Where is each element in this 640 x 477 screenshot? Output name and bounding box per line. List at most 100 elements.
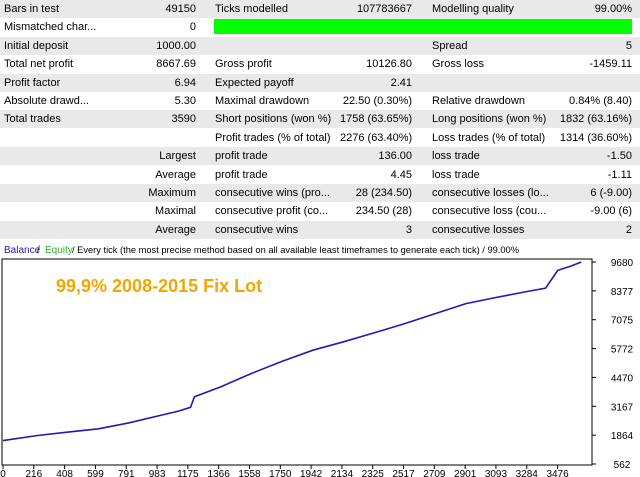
report-row: Mismatched char... 0 xyxy=(0,18,640,37)
report-value xyxy=(100,184,196,202)
report-value xyxy=(100,221,196,239)
report-label: loss trade xyxy=(432,168,480,181)
x-tick-label: 2901 xyxy=(454,469,477,477)
report-value: 3 xyxy=(405,223,412,236)
report-value xyxy=(100,129,196,147)
legend-balance: Balance xyxy=(4,245,41,256)
report-label: Gross loss xyxy=(432,58,484,71)
x-tick-label: 2517 xyxy=(392,469,415,477)
x-tick-label: 0 xyxy=(0,469,6,477)
report-value xyxy=(100,147,196,165)
report-value: 6.94 xyxy=(174,76,196,89)
report-row: Absolute drawd... 5.30 Maximal drawdown 22.… xyxy=(0,92,640,110)
balance-chart: Balance / Equity / Every tick (the most … xyxy=(0,240,640,477)
report-value: 107783667 xyxy=(356,3,412,15)
report-value: 2 xyxy=(625,223,632,236)
report-value: 8667.69 xyxy=(156,58,196,71)
report-label xyxy=(215,37,345,55)
report-label: Loss trades (% of total) xyxy=(432,131,546,144)
report-label: profit trade xyxy=(215,150,268,163)
y-tick-label: 8377 xyxy=(611,287,634,298)
report-value: 1000.00 xyxy=(156,39,196,52)
report-row: Total trades 3590 Short positions (won %) 1… xyxy=(0,110,640,129)
report-label: Profit trades (% of total) xyxy=(215,131,331,144)
x-tick-label: 3476 xyxy=(546,469,569,477)
report-label: consecutive losses (lo... xyxy=(432,187,549,199)
y-tick-label: 3167 xyxy=(611,402,634,413)
report-label: Short positions (won %) xyxy=(215,113,332,126)
legend-description: / Every tick (the most precise method ba… xyxy=(72,245,519,255)
report-label: consecutive wins xyxy=(215,223,299,236)
report-label xyxy=(432,74,554,92)
report-label: Long positions (won %) xyxy=(432,113,547,126)
report-value: -9.00 (6) xyxy=(590,205,632,218)
report-value: 3590 xyxy=(171,113,196,126)
report-value: -1459.11 xyxy=(589,58,632,71)
report-row: Average consecutive wins 3 consecutive loss… xyxy=(0,220,640,239)
report-value: -1.50 xyxy=(606,150,632,163)
modelling-quality-bar xyxy=(214,19,632,35)
report-label: Average xyxy=(155,223,196,236)
legend-equity: Equity xyxy=(45,245,73,256)
report-row: Largest profit trade 136.00 loss trade -1.50 xyxy=(0,147,640,166)
x-tick-label: 791 xyxy=(118,469,135,477)
report-value: 49150 xyxy=(165,3,196,15)
report-row: Bars in test 49150 Ticks modelled 107783667… xyxy=(0,0,640,18)
report-value: 234.50 (28) xyxy=(355,205,412,218)
report-label: consecutive wins (pro... xyxy=(215,187,330,199)
report-label: Profit factor xyxy=(4,76,61,89)
x-tick-label: 599 xyxy=(87,469,104,477)
x-tick-label: 1750 xyxy=(269,469,292,477)
report-label: Total net profit xyxy=(4,58,74,71)
report-value: 2.41 xyxy=(390,76,412,89)
report-label: Total trades xyxy=(4,113,61,126)
x-tick-label: 2134 xyxy=(331,469,354,477)
report-label: Maximum xyxy=(148,187,196,199)
report-row: Initial deposit 1000.00 Spread 5 xyxy=(0,36,640,55)
legend-separator: / xyxy=(37,245,40,256)
chart-annotation: 99,9% 2008-2015 Fix Lot xyxy=(56,276,262,296)
report-label: Ticks modelled xyxy=(215,3,288,15)
x-tick-label: 2325 xyxy=(362,469,385,477)
test-report-table: Bars in test 49150 Ticks modelled 107783667… xyxy=(0,0,640,239)
y-tick-label: 1864 xyxy=(611,431,634,442)
report-value: 2276 (63.40%) xyxy=(340,131,412,144)
x-tick-label: 1366 xyxy=(208,469,231,477)
report-value: 1758 (63.65%) xyxy=(340,113,412,126)
report-value: 5 xyxy=(625,39,632,52)
x-tick-label: 1558 xyxy=(238,469,261,477)
report-value: 28 (234.50) xyxy=(355,187,412,199)
report-label: Spread xyxy=(432,39,468,52)
report-row: Profit trades (% of total) 2276 (63.40%) L… xyxy=(0,128,640,147)
report-value xyxy=(540,74,632,92)
balance-line xyxy=(2,261,582,442)
y-tick-label: 562 xyxy=(614,460,631,471)
report-value: 22.50 (0.30%) xyxy=(342,95,412,107)
x-tick-label: 216 xyxy=(25,469,42,477)
report-value: 6 (-9.00) xyxy=(590,187,632,199)
report-label: Maximal xyxy=(155,205,196,218)
report-label: profit trade xyxy=(215,168,268,181)
x-tick-label: 1942 xyxy=(300,469,323,477)
report-value: 136.00 xyxy=(378,150,412,163)
report-label: consecutive losses xyxy=(432,223,525,236)
report-value: 1832 (63.16%) xyxy=(559,113,632,126)
report-row: Total net profit 8667.69 Gross profit 10126… xyxy=(0,55,640,74)
report-label: Relative drawdown xyxy=(432,95,525,107)
report-label: Initial deposit xyxy=(4,39,69,52)
report-label: Gross profit xyxy=(215,58,272,71)
report-value xyxy=(100,166,196,184)
y-tick-label: 5772 xyxy=(611,345,634,356)
report-value: 99.00% xyxy=(594,3,632,15)
report-value xyxy=(100,202,196,220)
report-label: Absolute drawd... xyxy=(4,95,89,107)
report-label: Expected payoff xyxy=(215,76,294,89)
report-row: Maximal consecutive profit (co... 234.50 (… xyxy=(0,202,640,221)
report-row: Maximum consecutive wins (pro... 28 (234.5… xyxy=(0,184,640,202)
y-tick-label: 9680 xyxy=(611,258,634,269)
report-label: Average xyxy=(155,168,196,181)
x-tick-label: 1175 xyxy=(177,469,199,477)
report-row: Average profit trade 4.45 loss trade -1.11 xyxy=(0,165,640,184)
report-value: 10126.80 xyxy=(366,58,412,71)
report-label: Bars in test xyxy=(4,3,60,15)
